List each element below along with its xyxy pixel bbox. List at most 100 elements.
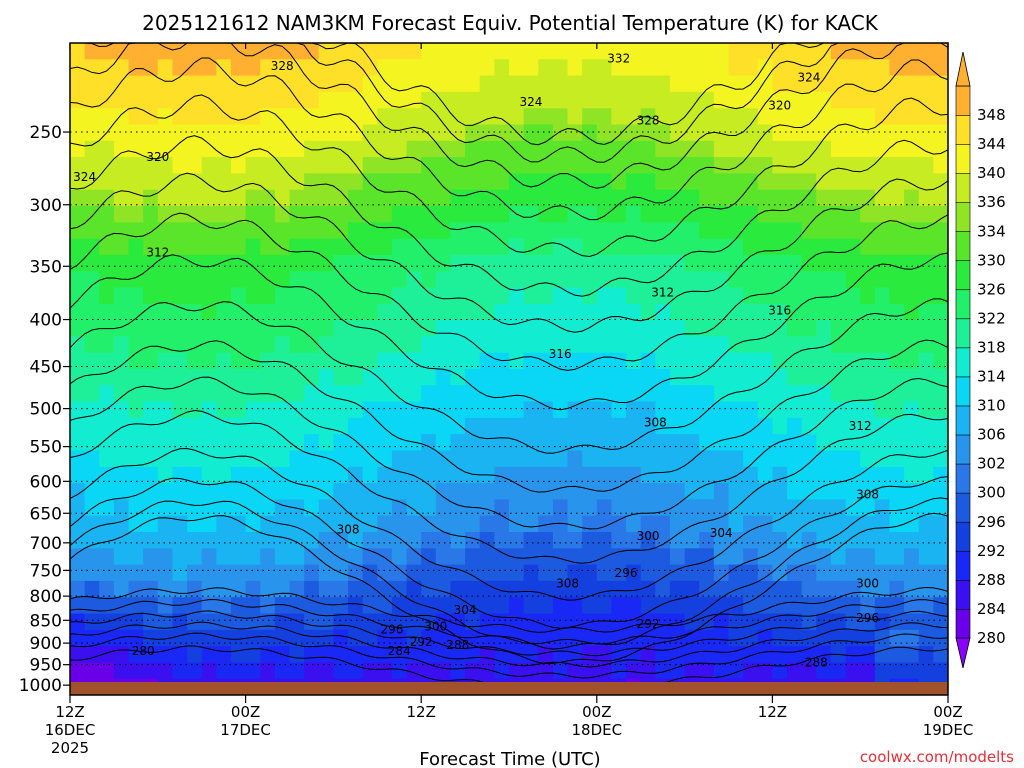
field-cell: [801, 75, 817, 93]
field-cell: [362, 401, 378, 419]
field-cell: [143, 466, 159, 484]
field-cell: [99, 75, 115, 93]
field-cell: [450, 140, 466, 158]
field-cell: [596, 580, 613, 598]
field-cell: [494, 189, 510, 207]
field-cell: [157, 629, 174, 647]
field-cell: [860, 303, 876, 321]
field-cell: [391, 336, 408, 354]
field-cell: [421, 140, 437, 158]
field-cell: [845, 271, 861, 289]
field-cell: [772, 450, 788, 468]
field-cell: [728, 206, 744, 223]
field-cell: [713, 108, 730, 126]
field-cell: [801, 254, 817, 272]
field-cell: [201, 189, 217, 207]
field-cell: [933, 91, 948, 109]
field-cell: [99, 466, 115, 484]
field-cell: [245, 401, 261, 419]
field-cell: [552, 91, 569, 109]
field-cell: [494, 206, 510, 223]
field-cell: [669, 597, 686, 615]
contour-label: 324: [73, 170, 96, 184]
contour-label: 316: [549, 347, 572, 361]
field-cell: [377, 417, 393, 435]
field-cell: [830, 401, 847, 419]
field-cell: [479, 173, 495, 191]
field-cell: [333, 287, 349, 305]
field-cell: [538, 646, 554, 663]
field-cell: [626, 532, 642, 549]
colorbar-label: 280: [977, 629, 1006, 647]
field-cell: [70, 564, 86, 582]
field-cell: [348, 91, 364, 109]
field-cell: [582, 499, 598, 517]
field-cell: [128, 369, 144, 386]
field-cell: [172, 434, 188, 452]
field-cell: [787, 222, 803, 240]
field-cell: [128, 124, 144, 142]
field-cell: [274, 157, 291, 174]
field-cell: [772, 271, 788, 289]
field-cell: [757, 91, 773, 109]
field-cell: [187, 613, 203, 631]
field-cell: [260, 43, 276, 60]
field-cell: [757, 580, 773, 598]
field-cell: [699, 564, 715, 582]
isotherm-line: [70, 409, 948, 564]
field-cell: [933, 124, 948, 142]
field-cell: [728, 157, 744, 174]
field-cell: [201, 254, 217, 272]
field-cell: [377, 401, 393, 419]
field-cell: [713, 222, 730, 240]
field-cell: [757, 189, 773, 207]
field-cell: [523, 336, 539, 354]
field-cell: [816, 499, 832, 517]
field-cell: [377, 140, 393, 158]
field-cell: [304, 43, 320, 60]
field-cell: [509, 352, 525, 370]
field-cell: [567, 662, 583, 680]
field-cell: [333, 320, 349, 337]
field-cell: [201, 434, 217, 452]
field-cell: [172, 450, 188, 468]
field-cell: [391, 108, 408, 126]
colorbar-label: 336: [977, 193, 1006, 211]
field-cell: [728, 271, 744, 289]
field-cell: [787, 43, 803, 60]
field-cell: [245, 43, 261, 60]
field-cell: [128, 434, 144, 452]
field-cell: [523, 499, 539, 517]
field-cell: [757, 434, 773, 452]
field-cell: [669, 564, 686, 582]
field-cell: [406, 173, 422, 191]
field-cell: [245, 548, 261, 566]
colorbar-label: 296: [977, 513, 1006, 531]
isotherm-line: [70, 339, 948, 493]
field-cell: [713, 515, 730, 533]
field-cell: [655, 173, 671, 191]
field-cell: [318, 466, 334, 484]
field-cell: [143, 434, 159, 452]
field-cell: [582, 369, 598, 386]
field-cell: [596, 401, 613, 419]
field-cell: [830, 613, 847, 631]
field-cell: [494, 417, 510, 435]
field-cell: [201, 271, 217, 289]
field-cell: [494, 336, 510, 354]
field-cell: [348, 515, 364, 533]
field-cell: [230, 580, 247, 598]
field-cell: [538, 450, 554, 468]
field-cell: [757, 238, 773, 256]
field-cell: [567, 59, 583, 77]
field-cell: [465, 466, 481, 484]
field-cell: [201, 613, 217, 631]
field-cell: [787, 287, 803, 305]
field-cell: [772, 483, 788, 500]
field-cell: [699, 466, 715, 484]
field-cell: [596, 222, 613, 240]
x-tick-label: 12Z: [758, 703, 787, 721]
field-cell: [728, 548, 744, 566]
field-cell: [640, 173, 656, 191]
